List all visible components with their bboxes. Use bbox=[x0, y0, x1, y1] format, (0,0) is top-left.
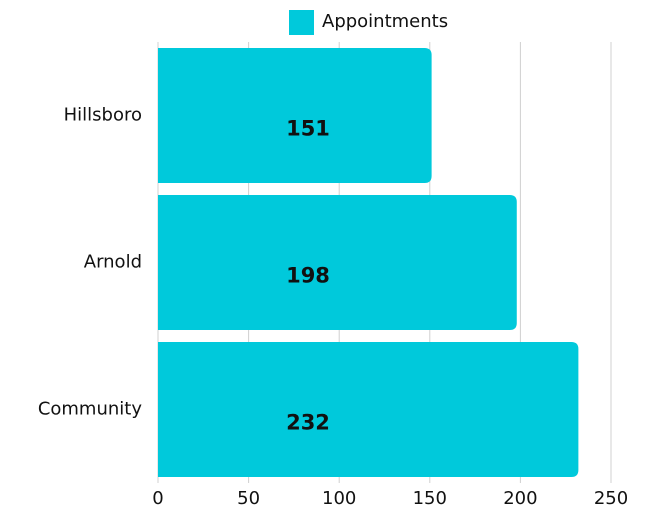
bar bbox=[158, 48, 432, 183]
x-tick-label: 0 bbox=[152, 488, 163, 509]
bar bbox=[158, 195, 517, 330]
y-tick-label: Hillsboro bbox=[64, 105, 142, 126]
legend-swatch bbox=[289, 10, 314, 35]
x-tick-label: 50 bbox=[237, 488, 260, 509]
y-tick-label: Arnold bbox=[84, 252, 142, 273]
x-tick-label: 150 bbox=[413, 488, 447, 509]
y-tick-label: Community bbox=[38, 399, 143, 420]
legend: Appointments bbox=[289, 10, 448, 35]
data-label: 232 bbox=[286, 411, 330, 435]
data-label: 198 bbox=[286, 264, 330, 288]
legend-label: Appointments bbox=[322, 11, 448, 32]
data-label: 151 bbox=[286, 117, 330, 141]
x-tick-label: 100 bbox=[322, 488, 356, 509]
x-tick-label: 200 bbox=[503, 488, 537, 509]
x-tick-label: 250 bbox=[594, 488, 628, 509]
bar bbox=[158, 342, 579, 477]
